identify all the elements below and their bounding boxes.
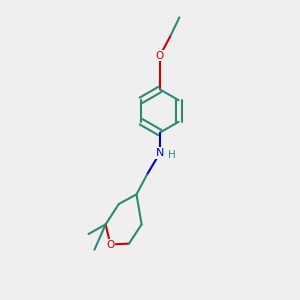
Text: O: O bbox=[156, 51, 164, 61]
Text: O: O bbox=[106, 239, 115, 250]
Text: N: N bbox=[156, 148, 164, 158]
Text: H: H bbox=[168, 150, 176, 161]
